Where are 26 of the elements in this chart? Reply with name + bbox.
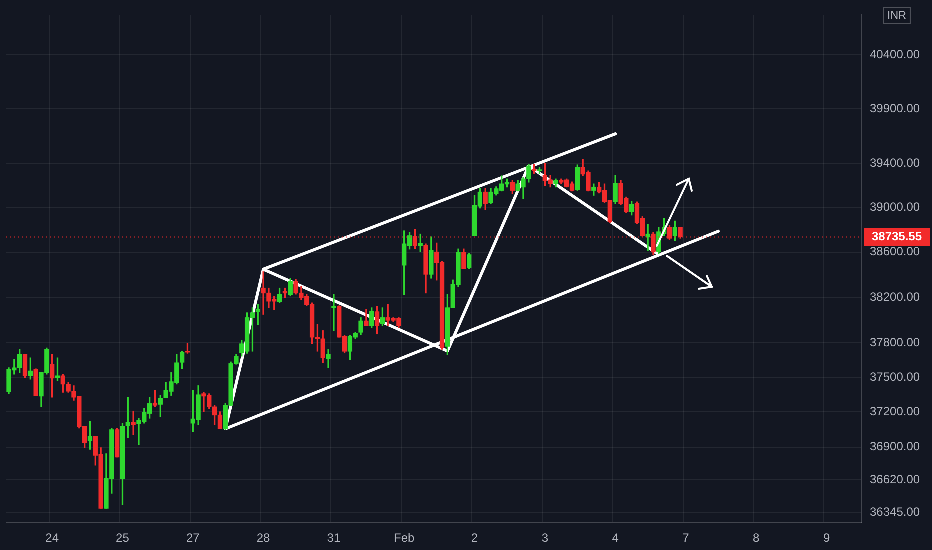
x-tick-label: 31 bbox=[327, 531, 341, 546]
x-tick-label: 9 bbox=[823, 531, 830, 546]
x-tick-label: 2 bbox=[471, 531, 478, 546]
y-tick-label: 36900.00 bbox=[870, 440, 920, 454]
y-tick-label: 36345.00 bbox=[870, 505, 920, 520]
y-tick-label: 37200.00 bbox=[870, 404, 920, 419]
x-tick-label: 25 bbox=[116, 531, 130, 546]
y-tick-label: 38200.00 bbox=[870, 290, 920, 304]
x-tick-label: 8 bbox=[753, 531, 760, 546]
x-tick-label: 4 bbox=[612, 531, 620, 546]
x-tick-label: 24 bbox=[46, 531, 60, 546]
text: INR bbox=[888, 10, 907, 22]
x-tick-label: 7 bbox=[682, 531, 690, 546]
y-tick-label: 36620.00 bbox=[870, 472, 920, 487]
y-tick-label: 39000.00 bbox=[870, 200, 920, 214]
x-tick-label: 3 bbox=[542, 531, 549, 546]
y-tick-label: 39400.00 bbox=[870, 156, 920, 170]
y-tick-label: 39900.00 bbox=[870, 101, 920, 116]
x-tick-label: 27 bbox=[186, 531, 200, 546]
y-tick-label: 40400.00 bbox=[870, 47, 920, 62]
ref-line-label: 38735.55 bbox=[872, 230, 922, 244]
x-tick-label: 28 bbox=[256, 531, 271, 546]
x-tick-label: Feb bbox=[394, 531, 416, 546]
y-tick-label: 38600.00 bbox=[870, 244, 920, 259]
y-tick-label: 37500.00 bbox=[870, 370, 920, 384]
y-tick-label: 37800.00 bbox=[870, 335, 920, 350]
